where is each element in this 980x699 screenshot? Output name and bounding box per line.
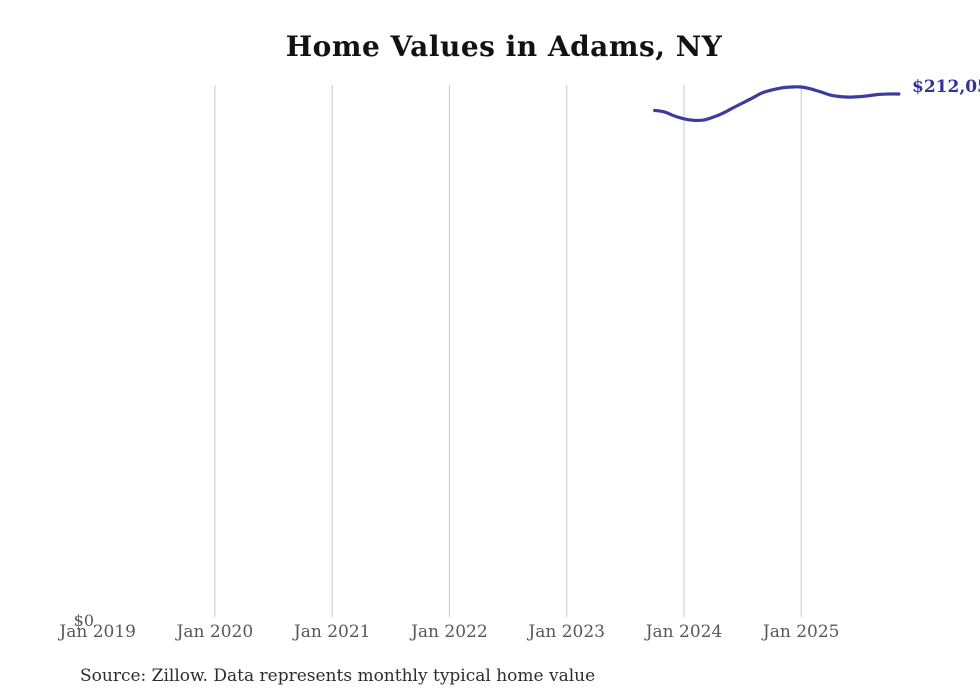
- x-axis-tick-label: Jan 2022: [411, 622, 488, 642]
- x-axis-tick-label: Jan 2024: [645, 622, 723, 642]
- x-axis-tick-label: Jan 2020: [176, 622, 254, 642]
- chart-title: Home Values in Adams, NY: [285, 30, 723, 63]
- end-value-label: $212,05: [912, 77, 980, 97]
- home-value-line: [653, 85, 901, 123]
- y-axis-zero-label: $0: [73, 611, 94, 630]
- x-axis-tick-label: Jan 2021: [293, 622, 371, 642]
- source-note: Source: Zillow. Data represents monthly …: [80, 666, 596, 686]
- x-axis-tick-label: Jan 2019: [59, 622, 136, 642]
- x-axis-tick-label: Jan 2025: [762, 622, 840, 642]
- x-axis-tick-label: Jan 2023: [528, 622, 605, 642]
